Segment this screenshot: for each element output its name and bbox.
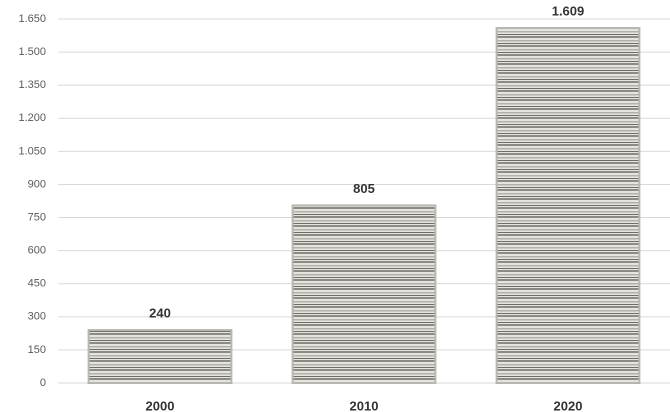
y-tick-label: 750	[28, 211, 46, 223]
y-tick-label: 1.350	[18, 79, 46, 91]
y-tick-label: 1.650	[18, 13, 46, 25]
y-tick-label: 0	[40, 377, 46, 389]
y-tick-label: 300	[28, 311, 46, 323]
bar	[87, 329, 233, 384]
data-label: 240	[149, 305, 171, 320]
y-tick-label: 600	[28, 245, 46, 257]
data-label: 1.609	[552, 3, 585, 18]
y-tick-label: 450	[28, 278, 46, 290]
x-tick-label: 2010	[350, 398, 379, 412]
y-tick-label: 1.500	[18, 46, 46, 58]
y-tick-label: 1.200	[18, 112, 46, 124]
y-tick-label: 1.050	[18, 145, 46, 157]
data-label: 805	[353, 181, 375, 196]
x-tick-label: 2000	[146, 398, 175, 412]
y-tick-label: 900	[28, 178, 46, 190]
bar	[495, 27, 641, 384]
bar	[291, 204, 437, 384]
y-tick-label: 150	[28, 344, 46, 356]
x-tick-label: 2020	[554, 398, 583, 412]
